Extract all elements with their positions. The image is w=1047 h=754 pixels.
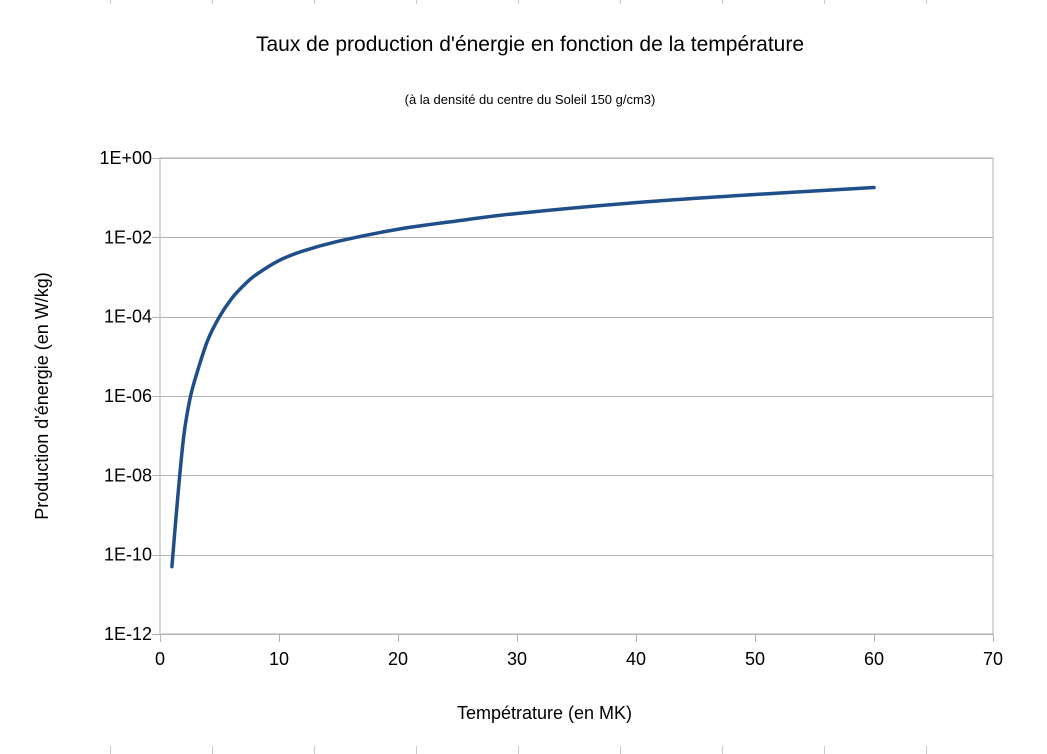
x-tick-label: 70	[983, 649, 1003, 669]
y-tick-label: 1E-12	[104, 624, 152, 644]
x-tick-label: 20	[388, 649, 408, 669]
y-tick-label: 1E-08	[104, 465, 152, 485]
y-gridlines	[160, 158, 993, 635]
y-tick-label: 1E+00	[99, 148, 152, 168]
page-edge-marks	[110, 0, 927, 754]
x-tick-label: 30	[507, 649, 527, 669]
series-line	[170, 185, 876, 569]
y-tick-label: 1E-10	[104, 545, 152, 565]
x-tick-label: 10	[269, 649, 289, 669]
x-axis-label: Tempétrature (en MK)	[457, 703, 632, 723]
chart-title: Taux de production d'énergie en fonction…	[256, 33, 804, 56]
y-tick-label: 1E-06	[104, 386, 152, 406]
y-tick-label: 1E-02	[104, 227, 152, 247]
y-tick-label: 1E-04	[104, 307, 152, 327]
chart-subtitle: (à la densité du centre du Soleil 150 g/…	[405, 92, 656, 107]
x-tick-label: 40	[626, 649, 646, 669]
y-axis-label: Production d'énergie (en W/kg)	[32, 272, 52, 520]
x-axis-ticks: 0 10 20 30 40 50 60 70	[155, 634, 1003, 669]
x-tick-label: 60	[864, 649, 884, 669]
x-tick-label: 50	[745, 649, 765, 669]
series-group	[170, 185, 876, 569]
y-axis-ticks: 1E+00 1E-02 1E-04 1E-06 1E-08 1E-10 1E-12	[99, 148, 160, 644]
x-tick-label: 0	[155, 649, 165, 669]
